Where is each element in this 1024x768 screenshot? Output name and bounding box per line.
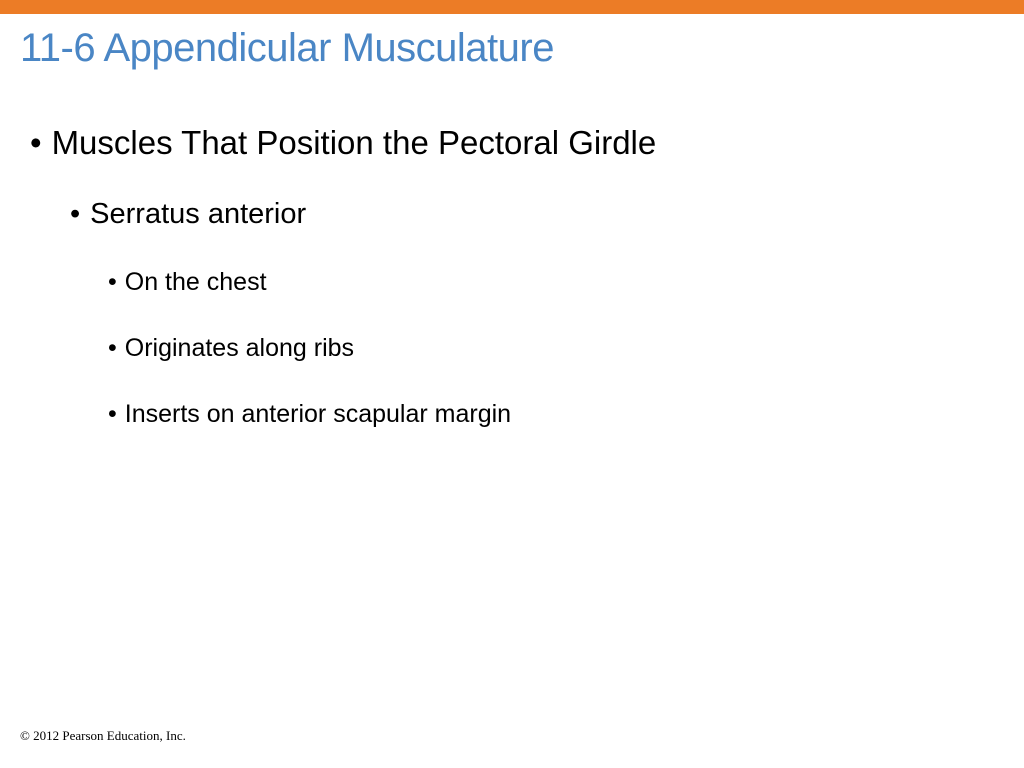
bullet-level-3: • On the chest [108, 268, 267, 297]
bullet-mark: • [108, 268, 117, 297]
accent-top-bar [0, 0, 1024, 14]
bullet-text: Serratus anterior [90, 198, 306, 231]
bullet-mark: • [70, 198, 80, 231]
copyright-text: © 2012 Pearson Education, Inc. [20, 728, 186, 744]
bullet-mark: • [108, 334, 117, 363]
bullet-text: Muscles That Position the Pectoral Girdl… [52, 124, 657, 162]
slide: 11-6 Appendicular Musculature • Muscles … [0, 0, 1024, 768]
slide-title: 11-6 Appendicular Musculature [20, 26, 554, 71]
bullet-text: Inserts on anterior scapular margin [125, 400, 511, 429]
bullet-mark: • [108, 400, 117, 429]
bullet-level-2: • Serratus anterior [70, 198, 306, 231]
bullet-level-3: • Originates along ribs [108, 334, 354, 363]
bullet-level-3: • Inserts on anterior scapular margin [108, 400, 511, 429]
bullet-level-1: • Muscles That Position the Pectoral Gir… [30, 124, 656, 162]
bullet-text: Originates along ribs [125, 334, 354, 363]
bullet-text: On the chest [125, 268, 267, 297]
bullet-mark: • [30, 124, 42, 162]
